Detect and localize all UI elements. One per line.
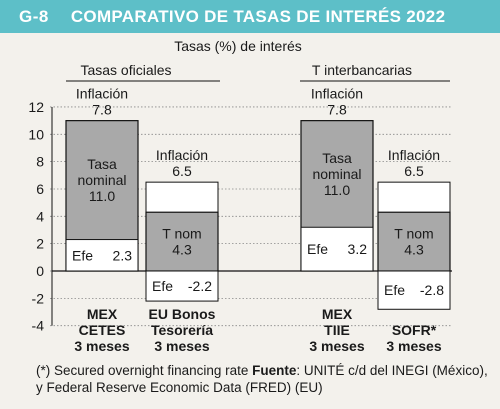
y-tick-label: 8 (36, 154, 44, 170)
nominal-label: nominal (312, 166, 361, 182)
nominal-label: Tasa (87, 156, 117, 172)
y-tick-label: -4 (32, 318, 45, 334)
category-label: CETES (79, 322, 126, 338)
y-tick-label: 0 (36, 263, 44, 279)
category-label: MEX (322, 306, 353, 322)
nominal-bar (145, 211, 219, 272)
inflation-value: 7.8 (92, 102, 112, 118)
inflation-value: 6.5 (404, 163, 424, 179)
category-label: 3 meses (309, 338, 364, 354)
category-label: 3 meses (154, 338, 209, 354)
nominal-value: 11.0 (324, 182, 350, 198)
nominal-value: 4.3 (172, 242, 192, 258)
chart-title: Tasas (%) de interés (174, 38, 302, 54)
nominal-label: Tasa (322, 150, 352, 166)
y-tick-label: 10 (28, 126, 44, 142)
effective-value: 3.2 (348, 241, 368, 257)
footnote: (*) Secured overnight financing rate Fue… (36, 362, 496, 396)
category-label: MEX (87, 306, 118, 322)
effective-value: -2.8 (420, 282, 444, 298)
category-label: 3 meses (386, 338, 441, 354)
nominal-label: T nom (162, 226, 201, 242)
footnote-source: : UNITÉ c/d del INEGI (México), y Federa… (36, 363, 488, 395)
effective-value: 2.3 (113, 247, 133, 263)
effective-bar (145, 270, 219, 302)
chart-header: G-8 COMPARATIVO DE TASAS DE INTERÉS 2022 (0, 0, 500, 33)
effective-value: -2.2 (188, 278, 212, 294)
inflation-label: Inflación (76, 86, 128, 102)
nominal-value: 11.0 (89, 188, 115, 204)
effective-label: Efe (307, 241, 328, 257)
category-label: TIIE (324, 322, 350, 338)
inflation-value: 7.8 (327, 102, 347, 118)
nominal-label: T nom (394, 226, 433, 242)
footnote-note: (*) Secured overnight financing rate (36, 363, 249, 378)
nominal-value: 4.3 (404, 242, 424, 258)
nominal-label: nominal (77, 172, 126, 188)
inflation-value: 6.5 (172, 163, 192, 179)
y-tick-label: 6 (36, 181, 44, 197)
y-tick-label: 12 (28, 99, 44, 115)
effective-bar (65, 239, 139, 272)
effective-label: Efe (152, 278, 173, 294)
chart-code: G-8 (19, 6, 49, 26)
y-tick-label: -2 (32, 290, 45, 306)
effective-label: Efe (384, 282, 405, 298)
category-label: SOFR* (392, 322, 437, 338)
chart-title-bar: COMPARATIVO DE TASAS DE INTERÉS 2022 (70, 6, 446, 26)
inflation-label: Inflación (388, 147, 440, 163)
group-label-interbank: T interbancarias (312, 62, 412, 78)
effective-label: Efe (72, 247, 93, 263)
footnote-source-label: Fuente (252, 363, 297, 378)
effective-bar (300, 226, 374, 272)
category-label: 3 meses (74, 338, 129, 354)
category-label: Tesorería (151, 322, 213, 338)
y-tick-label: 2 (36, 236, 44, 252)
group-label-official: Tasas oficiales (80, 62, 171, 78)
y-tick-label: 4 (36, 208, 44, 224)
inflation-label: Inflación (311, 86, 363, 102)
inflation-label: Inflación (156, 147, 208, 163)
category-label: EU Bonos (149, 306, 216, 322)
effective-bar (377, 270, 451, 310)
